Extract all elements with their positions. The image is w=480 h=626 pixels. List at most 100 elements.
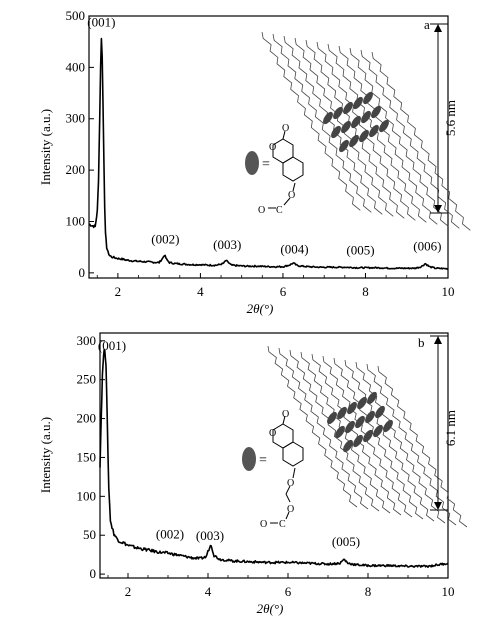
atom-label: O xyxy=(282,123,289,134)
mesogen-ellipse xyxy=(343,101,353,115)
x-tick-label: 10 xyxy=(442,284,455,299)
atom-label: O xyxy=(288,190,295,201)
mesogen-ellipse xyxy=(363,91,373,105)
alkyl-chain-line xyxy=(278,347,369,510)
peak-label: (001) xyxy=(87,14,115,29)
mesogen-ellipse xyxy=(365,410,375,424)
mesogen-ellipse xyxy=(375,405,385,419)
panel-label-a: a xyxy=(424,17,430,32)
x-axis-label-a: 2θ(°) xyxy=(247,301,274,316)
mesogen-ellipse xyxy=(363,429,373,443)
mesogen-ellipse xyxy=(353,96,363,110)
mesogen-ellipse xyxy=(361,110,371,124)
mesogen-ellipse xyxy=(371,105,381,119)
lamellar-structure-illustration-b xyxy=(267,345,468,528)
alkyl-chain-line xyxy=(344,359,435,522)
y-tick-label: 150 xyxy=(77,449,97,464)
alkyl-chain-line xyxy=(371,51,471,231)
y-axis-label-a: Intensity (a.u.) xyxy=(38,109,53,185)
spacing-label-a: 5.6 nm xyxy=(443,100,458,136)
mesogen-ellipse xyxy=(343,439,353,453)
mesogen-ellipse xyxy=(333,106,343,120)
x-axis-a: 2 4 6 8 10 xyxy=(96,273,455,299)
atom-label: O xyxy=(287,504,294,515)
coumarin-spacer-structure-icon xyxy=(270,415,304,524)
mesogen-ellipse xyxy=(347,401,357,415)
mesogen-ellipse xyxy=(323,111,333,125)
spacing-label-b: 6.1 nm xyxy=(443,410,458,446)
mesogen-ellipse xyxy=(327,411,337,425)
alkyl-chain-line xyxy=(327,43,427,223)
alkyl-chain-line xyxy=(366,363,457,526)
peak-label: (003) xyxy=(196,528,224,543)
x-tick-label: 6 xyxy=(280,284,287,299)
y-tick-label: 300 xyxy=(77,333,97,348)
alkyl-chain-line xyxy=(267,345,358,508)
atom-label: O xyxy=(269,142,276,153)
y-tick-label: 50 xyxy=(83,527,96,542)
mesogen-ellipse xyxy=(367,391,377,405)
alkyl-chain-line xyxy=(360,49,460,229)
mesogen-ellipse xyxy=(331,125,341,139)
alkyl-chain-line xyxy=(338,45,438,225)
panel-b: 0 50 100 150 200 250 300 2 4 6 8 10 Intensity (a.u… xyxy=(38,332,468,616)
spacing-arrow-b xyxy=(430,335,448,511)
y-axis-a: 0 100 200 300 400 500 xyxy=(66,8,94,280)
mesogen-ellipse xyxy=(357,396,367,410)
peak-label: (002) xyxy=(151,232,179,247)
peak-label: (002) xyxy=(156,526,184,541)
mesogen-ellipse xyxy=(345,420,355,434)
y-axis-b: 0 50 100 150 200 250 300 xyxy=(77,333,105,581)
mesogen-ellipse xyxy=(383,419,393,433)
mesogen-ellipse xyxy=(349,134,359,148)
alkyl-chain-line xyxy=(377,365,468,528)
mesogen-ellipse xyxy=(335,425,345,439)
y-tick-label: 500 xyxy=(66,8,86,23)
y-tick-label: 200 xyxy=(66,162,86,177)
x-tick-label: 4 xyxy=(197,284,204,299)
peak-labels-a: (001) (002) (003) (004) (005) (006) xyxy=(87,14,441,257)
x-tick-label: 10 xyxy=(442,584,455,599)
atom-label: C xyxy=(279,519,286,530)
atom-label: O xyxy=(287,478,294,489)
alkyl-chain-line xyxy=(355,361,446,524)
molecule-legend-b: = O O O O O C xyxy=(242,409,304,530)
x-axis-label-b: 2θ(°) xyxy=(257,601,284,616)
y-tick-label: 100 xyxy=(66,213,86,228)
alkyl-chain-line xyxy=(349,47,449,227)
x-tick-label: 2 xyxy=(115,284,122,299)
series-line-b xyxy=(99,348,449,568)
equals-sign-a: = xyxy=(262,157,270,172)
spacing-arrow-a xyxy=(430,23,448,214)
x-tick-label: 8 xyxy=(362,284,369,299)
atom-label: O xyxy=(258,205,265,216)
alkyl-chain-line xyxy=(289,349,380,512)
series-line-a xyxy=(88,37,449,270)
mesogen-ellipse-icon xyxy=(245,151,259,175)
x-tick-label: 8 xyxy=(365,584,372,599)
peak-label: (003) xyxy=(213,237,241,252)
y-tick-label: 100 xyxy=(77,488,97,503)
peak-label: (006) xyxy=(413,238,441,253)
atom-label: C xyxy=(276,205,283,216)
atom-label: O xyxy=(269,428,276,439)
panel-label-b: b xyxy=(418,335,425,350)
mesogen-ellipse xyxy=(379,119,389,133)
peak-label: (005) xyxy=(332,534,360,549)
x-tick-label: 6 xyxy=(285,584,292,599)
x-tick-label: 4 xyxy=(205,584,212,599)
mesogen-ellipse xyxy=(351,115,361,129)
plot-frame-a xyxy=(88,15,449,279)
alkyl-chain-line xyxy=(283,35,383,215)
y-tick-label: 0 xyxy=(90,566,97,581)
alkyl-chain-line xyxy=(305,39,405,219)
lamellar-structure-illustration-a xyxy=(261,31,471,231)
alkyl-chain-line xyxy=(311,353,402,516)
panel-a: 0 100 200 300 400 500 2 4 6 8 10 Intensity (a.u.)… xyxy=(38,8,471,316)
mesogen-ellipse xyxy=(373,424,383,438)
mesogen-ellipse xyxy=(341,120,351,134)
atom-label: O xyxy=(260,519,267,530)
y-tick-label: 400 xyxy=(66,59,86,74)
equals-sign-b: = xyxy=(259,453,267,468)
